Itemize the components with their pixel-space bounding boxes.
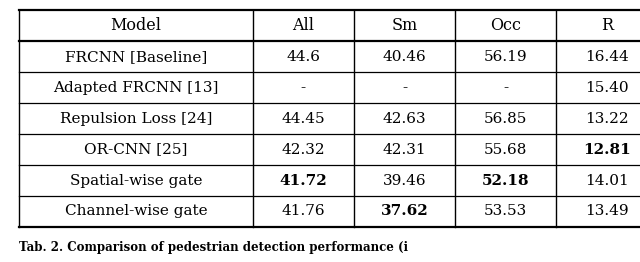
- Text: 42.31: 42.31: [383, 143, 426, 157]
- Text: 16.44: 16.44: [585, 50, 628, 64]
- Text: -: -: [402, 81, 407, 95]
- Text: 56.85: 56.85: [484, 112, 527, 126]
- Text: 53.53: 53.53: [484, 204, 527, 219]
- Text: FRCNN [Baseline]: FRCNN [Baseline]: [65, 50, 207, 64]
- Text: Spatial-wise gate: Spatial-wise gate: [70, 173, 202, 188]
- Text: Sm: Sm: [391, 18, 418, 34]
- Text: Model: Model: [111, 18, 161, 34]
- Text: 56.19: 56.19: [484, 50, 527, 64]
- Text: R: R: [601, 18, 612, 34]
- Text: 44.45: 44.45: [282, 112, 325, 126]
- Text: Adapted FRCNN [13]: Adapted FRCNN [13]: [53, 81, 219, 95]
- Text: Tab. 2. Comparison of pedestrian detection performance (i: Tab. 2. Comparison of pedestrian detecti…: [19, 241, 408, 254]
- Text: OR-CNN [25]: OR-CNN [25]: [84, 143, 188, 157]
- Text: 13.49: 13.49: [585, 204, 628, 219]
- Text: 12.81: 12.81: [583, 143, 630, 157]
- Text: 42.32: 42.32: [282, 143, 325, 157]
- Text: 15.40: 15.40: [585, 81, 628, 95]
- Text: 39.46: 39.46: [383, 173, 426, 188]
- Text: 42.63: 42.63: [383, 112, 426, 126]
- Text: Occ: Occ: [490, 18, 521, 34]
- Text: Channel-wise gate: Channel-wise gate: [65, 204, 207, 219]
- Text: Repulsion Loss [24]: Repulsion Loss [24]: [60, 112, 212, 126]
- Text: 13.22: 13.22: [585, 112, 628, 126]
- Text: 52.18: 52.18: [482, 173, 529, 188]
- Text: -: -: [301, 81, 306, 95]
- Text: 41.72: 41.72: [280, 173, 327, 188]
- Text: 44.6: 44.6: [286, 50, 321, 64]
- Text: 41.76: 41.76: [282, 204, 325, 219]
- Text: 55.68: 55.68: [484, 143, 527, 157]
- Text: 40.46: 40.46: [383, 50, 426, 64]
- Text: All: All: [292, 18, 314, 34]
- Text: -: -: [503, 81, 508, 95]
- Text: 14.01: 14.01: [585, 173, 628, 188]
- Text: 37.62: 37.62: [381, 204, 428, 219]
